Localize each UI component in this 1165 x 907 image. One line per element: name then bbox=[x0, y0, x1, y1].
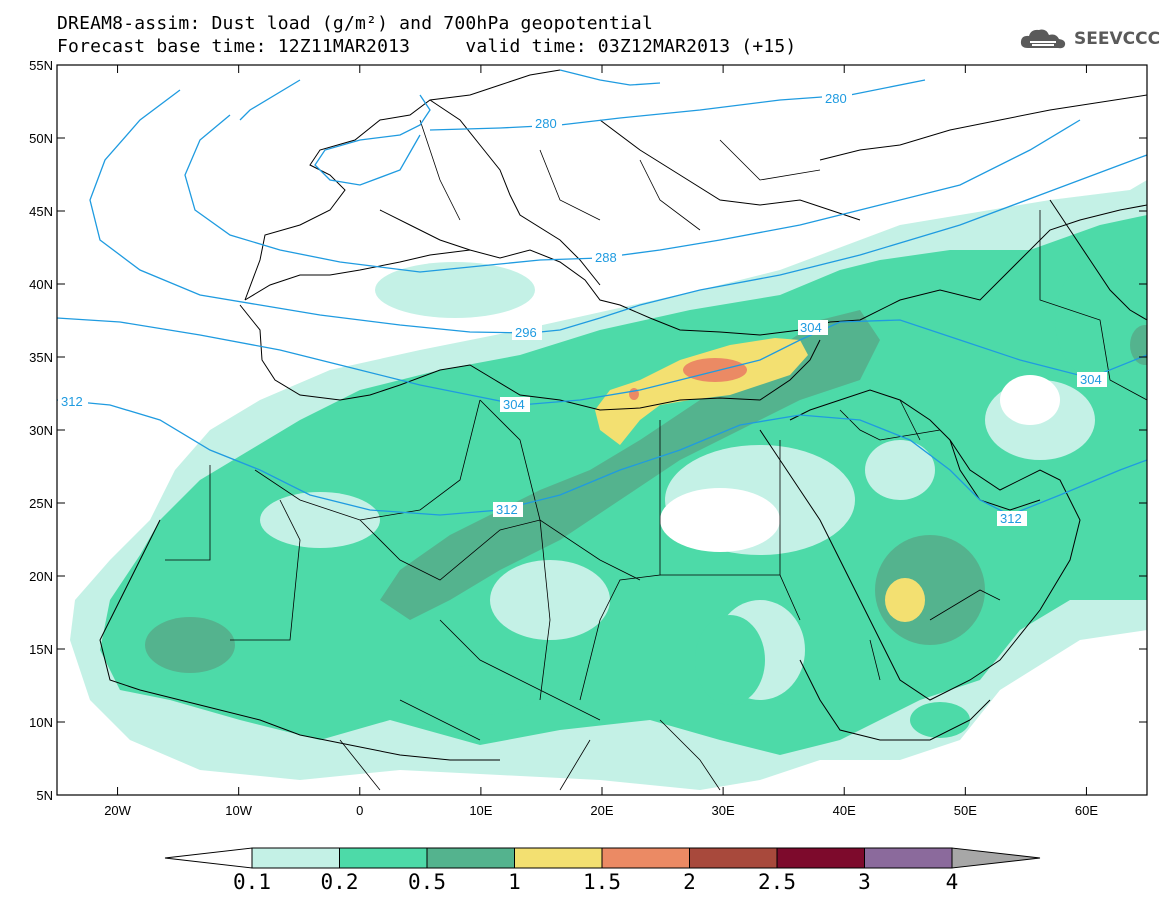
colorbar-segment bbox=[689, 847, 778, 869]
cloud-icon bbox=[1020, 29, 1066, 49]
colorbar-label: 2 bbox=[683, 870, 696, 894]
contour-label-312a: 312 bbox=[61, 394, 83, 409]
colorbar-segment bbox=[339, 847, 428, 869]
lat-label: 10N bbox=[29, 715, 53, 730]
colorbar-label: 2.5 bbox=[758, 870, 796, 894]
lat-label: 55N bbox=[29, 58, 53, 73]
colorbar-segment bbox=[426, 847, 515, 869]
lat-label: 20N bbox=[29, 569, 53, 584]
colorbar-low-arrow bbox=[164, 847, 253, 869]
lon-label: 10E bbox=[469, 803, 492, 818]
dust-level-0.5 bbox=[380, 310, 880, 620]
contour-label-280a: 280 bbox=[825, 91, 847, 106]
seevccc-logo: SEEVCCC bbox=[1018, 26, 1160, 52]
contour-label-312c: 312 bbox=[1000, 511, 1022, 526]
lon-label: 20W bbox=[104, 803, 131, 818]
colorbar-segment bbox=[864, 847, 953, 869]
lon-label: 0 bbox=[356, 803, 363, 818]
colorbar-label: 1 bbox=[508, 870, 521, 894]
colorbar-high-arrow bbox=[951, 847, 1041, 869]
colorbar-label: 3 bbox=[858, 870, 871, 894]
geopotential-contours bbox=[57, 69, 1147, 516]
colorbar-segment bbox=[601, 847, 690, 869]
colorbar-label: 4 bbox=[946, 870, 959, 894]
lon-label: 30E bbox=[712, 803, 735, 818]
contour-label-304a: 304 bbox=[800, 320, 822, 335]
lon-label: 20E bbox=[590, 803, 613, 818]
chart-title-line1: DREAM8-assim: Dust load (g/m²) and 700hP… bbox=[57, 13, 653, 34]
longitude-axis: 20W 10W 0 10E 20E 30E 40E 50E 60E bbox=[104, 65, 1098, 818]
lon-label: 60E bbox=[1075, 803, 1098, 818]
borders bbox=[165, 119, 1147, 791]
chart-title-line2: Forecast base time: 12Z11MAR2013 valid t… bbox=[57, 36, 797, 57]
lon-label: 50E bbox=[954, 803, 977, 818]
contour-label-304c: 304 bbox=[1080, 372, 1102, 387]
lon-label: 10W bbox=[225, 803, 252, 818]
dust-level-1 bbox=[595, 338, 808, 445]
lat-label: 5N bbox=[36, 788, 53, 803]
contour-label-304b: 304 bbox=[503, 397, 525, 412]
latitude-axis: 55N 50N 45N 40N 35N 30N 25N 20N 15N 10N 5N bbox=[29, 58, 1147, 803]
lat-label: 15N bbox=[29, 642, 53, 657]
dust-shading bbox=[70, 180, 1147, 790]
contour-label-312b: 312 bbox=[496, 502, 518, 517]
lon-label: 40E bbox=[833, 803, 856, 818]
colorbar-segment bbox=[776, 847, 865, 869]
contour-label-280b: 280 bbox=[535, 116, 557, 131]
lat-label: 50N bbox=[29, 131, 53, 146]
colorbar-label: 0.5 bbox=[408, 870, 446, 894]
contour-label-288: 288 bbox=[595, 250, 617, 265]
colorbar-label: 0.1 bbox=[233, 870, 271, 894]
logo-text: SEEVCCC bbox=[1074, 29, 1161, 49]
colorbar-label: 1.5 bbox=[583, 870, 621, 894]
lat-label: 40N bbox=[29, 277, 53, 292]
lat-label: 25N bbox=[29, 496, 53, 511]
colorbar-label: 0.2 bbox=[321, 870, 359, 894]
colorbar-segment bbox=[514, 847, 603, 869]
colorbar: 0.1 0.2 0.5 1 1.5 2 2.5 3 4 bbox=[164, 847, 1041, 894]
lat-label: 45N bbox=[29, 204, 53, 219]
contour-labels: 280 280 288 296 304 304 312 312 312 304 bbox=[58, 91, 1107, 526]
lat-label: 30N bbox=[29, 423, 53, 438]
contour-label-296: 296 bbox=[515, 325, 537, 340]
dust-level-1.5 bbox=[683, 358, 747, 382]
lat-label: 35N bbox=[29, 350, 53, 365]
colorbar-segment bbox=[251, 847, 340, 869]
